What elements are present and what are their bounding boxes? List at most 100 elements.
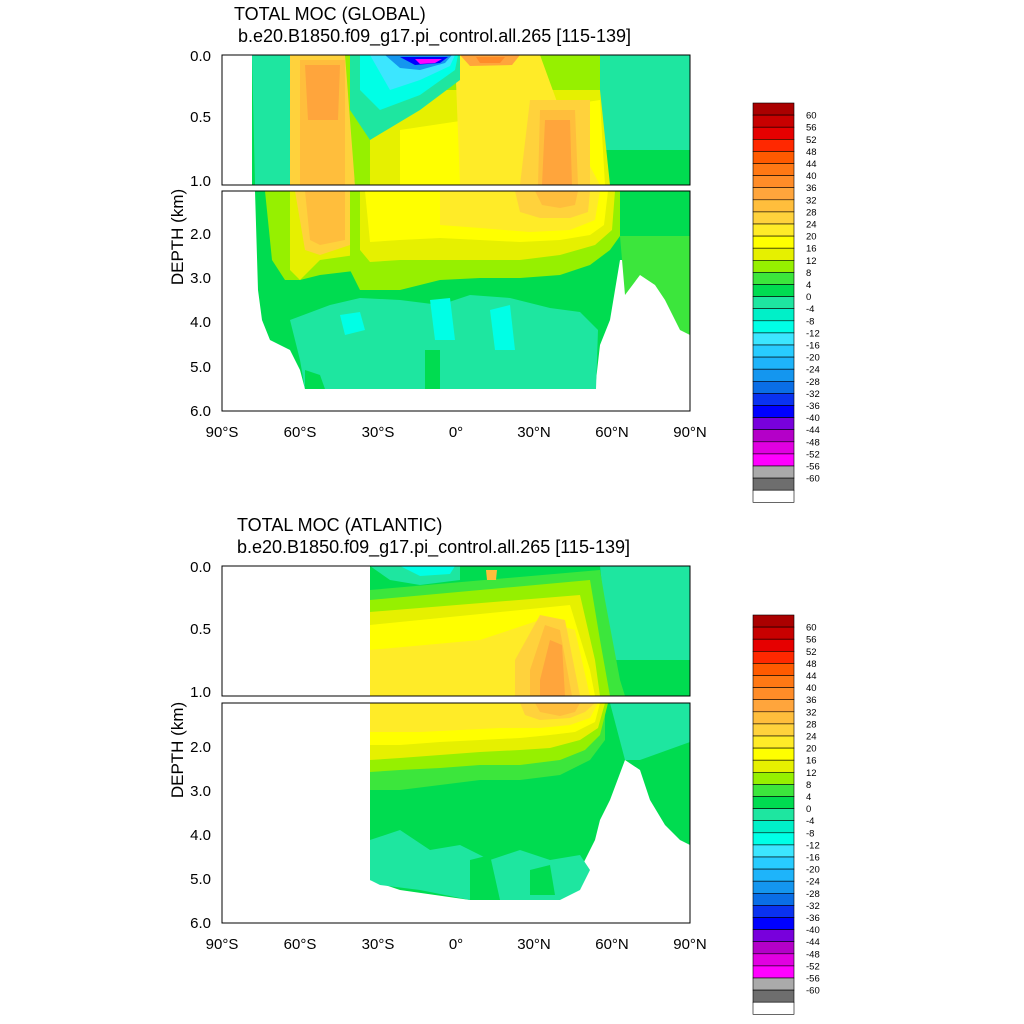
x-axis: 90°S 60°S 30°S 0° 30°N 60°N 90°N [206,424,707,441]
colorbar-label: 32 [806,707,817,718]
colorbar-swatch [752,626,795,640]
plot-frame-upper [221,565,691,697]
colorbar-label: -56 [806,974,820,985]
colorbar: 60565248444036322824201612840-4-8-12-16-… [752,102,820,503]
colorbar-swatch [752,808,795,821]
colorbar-label: 4 [806,280,811,291]
chart-title: TOTAL MOC (GLOBAL) [234,4,426,24]
colorbar-label: 44 [806,671,817,682]
colorbar-label: 12 [806,768,817,779]
colorbar: 60565248444036322824201612840-4-8-12-16-… [752,614,820,1015]
colorbar-swatch [752,344,795,358]
y-tick-label: 6.0 [190,403,211,420]
colorbar-label: -24 [806,877,820,888]
colorbar-swatch [752,102,795,116]
colorbar-swatch [752,844,795,858]
colorbar-label: -4 [806,816,814,827]
colorbar-swatch [752,211,795,225]
x-tick-label: 90°S [206,424,239,441]
colorbar-swatch [752,856,795,870]
y-tick-label: 2.0 [190,739,211,756]
colorbar-label: 20 [806,232,817,243]
x-axis: 90°S 60°S 30°S 0° 30°N 60°N 90°N [206,936,707,953]
x-tick-label: 30°N [517,424,551,441]
colorbar-swatch [752,1001,795,1015]
colorbar-swatch [752,892,795,906]
colorbar-swatch [752,296,795,310]
x-tick-label: 30°S [362,424,395,441]
colorbar-swatch [752,735,795,749]
colorbar-label: -28 [806,889,820,900]
colorbar-swatch [752,759,795,773]
y-tick-label: 0.0 [190,559,211,576]
colorbar-swatch [752,151,795,164]
x-tick-label: 90°S [206,936,239,953]
colorbar-swatch [752,965,795,979]
colorbar-label: 28 [806,207,817,218]
colorbar-label: 24 [806,220,817,231]
colorbar-swatch [752,917,795,930]
y-axis: DEPTH (km) 0.0 0.5 1.0 2.0 3.0 4.0 5.0 6… [168,48,211,420]
colorbar-label: -20 [806,353,820,364]
colorbar-label: -24 [806,365,820,376]
colorbar-label: -32 [806,901,820,912]
moc-field-upper [222,55,690,185]
y-tick-label: 1.0 [190,173,211,190]
colorbar-label: -4 [806,304,814,315]
colorbar-label: -16 [806,341,820,352]
colorbar-label: -48 [806,437,820,448]
colorbar-label: 0 [806,292,811,303]
colorbar-swatch [752,465,795,479]
plot-frame-lower [221,190,691,412]
chart-subtitle: b.e20.B1850.f09_g17.pi_control.all.265 [… [238,26,631,47]
colorbar-label: -44 [806,425,820,436]
colorbar-swatch [752,308,795,322]
colorbar-label: 32 [806,195,817,206]
colorbar-swatch [752,953,795,967]
colorbar-label: -20 [806,865,820,876]
colorbar-label: -40 [806,925,820,936]
colorbar-swatch [752,139,795,152]
colorbar-label: 52 [806,135,817,146]
colorbar-swatch [752,235,795,249]
colorbar-label: -44 [806,937,820,948]
colorbar-swatch [752,114,795,128]
colorbar-label: 56 [806,635,817,646]
colorbar-swatch [752,784,795,797]
plot-frame-upper [221,54,691,186]
chart-title: TOTAL MOC (ATLANTIC) [237,515,442,535]
y-tick-label: 0.0 [190,48,211,65]
x-tick-label: 90°N [673,936,707,953]
colorbar-label: -16 [806,853,820,864]
colorbar-swatch [752,368,795,382]
panel-atlantic: TOTAL MOC (ATLANTIC) b.e20.B1850.f09_g17… [168,515,820,1015]
colorbar-swatch [752,163,795,176]
colorbar-swatch [752,832,795,846]
colorbar-swatch [752,380,795,394]
colorbar-label: 16 [806,756,817,767]
colorbar-label: 44 [806,159,817,170]
x-tick-label: 0° [449,424,463,441]
colorbar-swatch [752,747,795,761]
colorbar-swatch [752,880,795,894]
colorbar-label: 48 [806,147,817,158]
x-tick-label: 60°N [595,424,629,441]
panel-global: TOTAL MOC (GLOBAL) b.e20.B1850.f09_g17.p… [168,4,820,503]
colorbar-swatch [752,929,795,942]
x-tick-label: 60°S [284,936,317,953]
colorbar-swatch [752,393,795,406]
colorbar-swatch [752,477,795,491]
y-tick-label: 3.0 [190,783,211,800]
y-tick-label: 2.0 [190,226,211,243]
colorbar-swatch [752,223,795,237]
colorbar-label: -8 [806,828,814,839]
colorbar-swatch [752,723,795,737]
colorbar-swatch [752,332,795,346]
moc-field-upper [222,566,690,696]
colorbar-swatch [752,638,795,652]
colorbar-label: 8 [806,780,811,791]
colorbar-swatch [752,663,795,676]
colorbar-label: 12 [806,256,817,267]
y-axis-label: DEPTH (km) [168,702,187,798]
colorbar-label: 40 [806,171,817,182]
